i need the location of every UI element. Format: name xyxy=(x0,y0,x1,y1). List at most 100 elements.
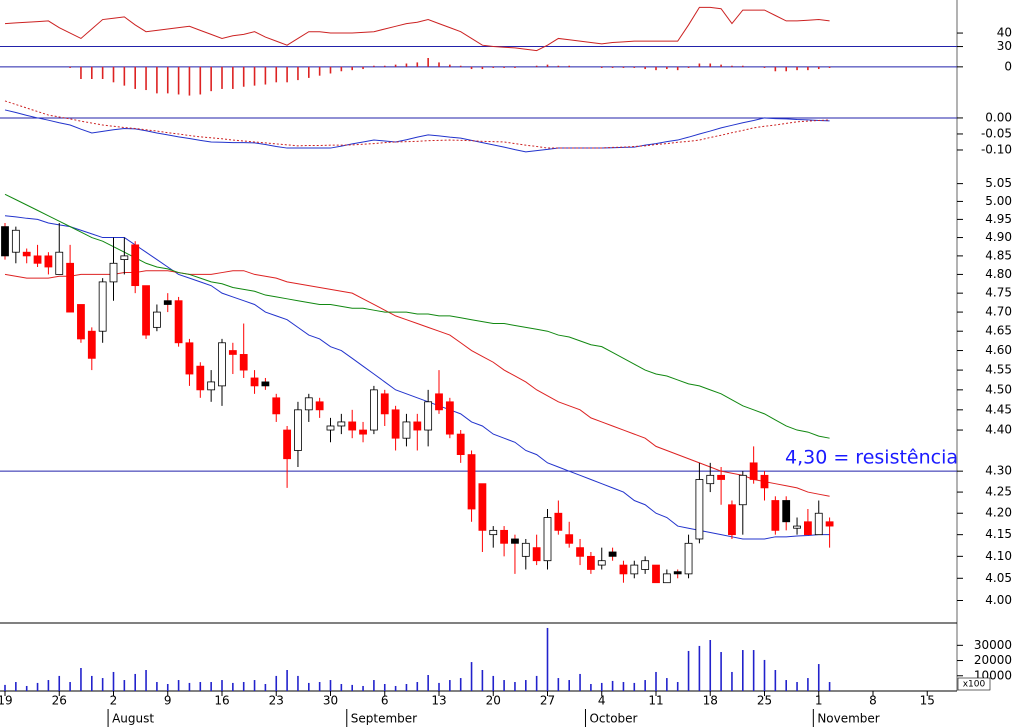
candle-body xyxy=(630,564,639,575)
candle-body xyxy=(33,255,42,264)
candle-body xyxy=(359,429,367,435)
candle-body xyxy=(760,474,769,489)
x-tick-label: 1 xyxy=(815,694,823,708)
y-tick-label: 4.70 xyxy=(985,305,1012,319)
y-tick-label: 20000 xyxy=(974,653,1012,667)
candle-body xyxy=(543,517,552,562)
candle-body xyxy=(467,454,476,510)
candle-body xyxy=(109,262,118,283)
candle-body xyxy=(424,401,433,431)
candle-body xyxy=(66,262,74,313)
candle-body xyxy=(717,474,725,480)
y-tick-label: 4.30 xyxy=(985,464,1012,478)
candle-body xyxy=(749,462,758,480)
candle-body xyxy=(142,285,150,336)
x-tick-label: 16 xyxy=(214,694,229,708)
y-tick-label: 4.65 xyxy=(985,324,1012,338)
candle-body xyxy=(608,551,617,557)
y-tick-label: 30000 xyxy=(974,638,1012,652)
y-tick-label: 5.05 xyxy=(985,176,1012,190)
y-tick-label: 4.55 xyxy=(985,363,1012,377)
y-tick-label: 4.60 xyxy=(985,343,1012,357)
candle-body xyxy=(120,255,129,260)
candle-body xyxy=(825,521,834,527)
x-tick-label: 23 xyxy=(269,694,284,708)
x-tick-label: 9 xyxy=(164,694,172,708)
candle-body xyxy=(652,564,660,584)
y-tick-label: 4.90 xyxy=(985,230,1012,244)
unit-label: x100 xyxy=(963,680,986,690)
candle-body xyxy=(207,381,216,391)
candle-body xyxy=(239,354,248,371)
y-tick-label: 0 xyxy=(1004,59,1012,73)
y-tick-label: 4.00 xyxy=(985,593,1012,607)
y-tick-label: 4.05 xyxy=(985,571,1012,585)
x-tick-label: 18 xyxy=(703,694,718,708)
y-tick-label: 4.45 xyxy=(985,402,1012,416)
candle-body xyxy=(218,342,226,387)
line-series xyxy=(4,193,830,439)
y-tick-label: 4.85 xyxy=(985,248,1012,262)
candle-body xyxy=(554,512,563,531)
candle-body xyxy=(641,560,650,570)
y-tick-label: 4.95 xyxy=(985,212,1012,226)
candle-body xyxy=(196,365,205,391)
line-series xyxy=(4,270,830,497)
candle-body xyxy=(793,525,801,529)
month-label: November xyxy=(817,712,879,726)
month-label: September xyxy=(351,712,417,726)
candle-body xyxy=(619,564,628,575)
candle-body xyxy=(804,521,812,536)
candle-body xyxy=(597,560,606,566)
y-tick-label: 0.00 xyxy=(985,110,1012,124)
candle-body xyxy=(11,229,20,253)
y-tick-label: 4.25 xyxy=(985,485,1012,499)
candle-body xyxy=(576,547,584,557)
candle-body xyxy=(185,342,194,375)
unit-box xyxy=(957,677,991,691)
candle-body xyxy=(87,330,96,359)
candle-body xyxy=(304,397,313,411)
candle-body xyxy=(435,393,443,411)
candle-body xyxy=(391,409,400,439)
annotation: 4,30 = resistência xyxy=(785,447,958,469)
candle-body xyxy=(369,389,378,431)
candle-body xyxy=(315,401,324,411)
x-tick-label: 8 xyxy=(869,694,877,708)
y-tick-label: -0.05 xyxy=(981,126,1012,140)
candle-body xyxy=(22,251,31,257)
x-tick-label: 26 xyxy=(52,694,67,708)
candle-body xyxy=(738,474,747,506)
candle-body xyxy=(500,529,509,544)
candle-body xyxy=(131,244,140,287)
candle-body xyxy=(294,409,302,451)
candle-body xyxy=(673,571,682,575)
candle-body xyxy=(98,281,107,332)
month-label: October xyxy=(589,712,637,726)
candle-body xyxy=(261,381,270,387)
y-tick-label: 4.10 xyxy=(985,549,1012,563)
candle-body xyxy=(413,421,422,431)
x-tick-label: 13 xyxy=(431,694,446,708)
y-tick-label: -0.10 xyxy=(981,142,1012,156)
y-tick-label: 4.80 xyxy=(985,267,1012,281)
candle-body xyxy=(456,433,465,455)
line-series xyxy=(4,100,830,149)
x-tick-label: 25 xyxy=(757,694,772,708)
y-tick-label: 30 xyxy=(997,39,1012,53)
month-label: August xyxy=(112,712,154,726)
candle-body xyxy=(478,483,487,531)
x-tick-label: 11 xyxy=(648,694,663,708)
candle-body xyxy=(283,429,292,460)
candle-body xyxy=(532,547,541,562)
candle-body xyxy=(511,538,519,544)
candle-body xyxy=(163,300,172,305)
candle-body xyxy=(152,311,161,328)
y-tick-label: 4.40 xyxy=(985,423,1012,437)
x-tick-label: 27 xyxy=(540,694,555,708)
candle-body xyxy=(587,555,595,570)
candle-body xyxy=(326,425,335,431)
y-tick-label: 40 xyxy=(997,26,1012,40)
candle-body xyxy=(695,479,704,540)
